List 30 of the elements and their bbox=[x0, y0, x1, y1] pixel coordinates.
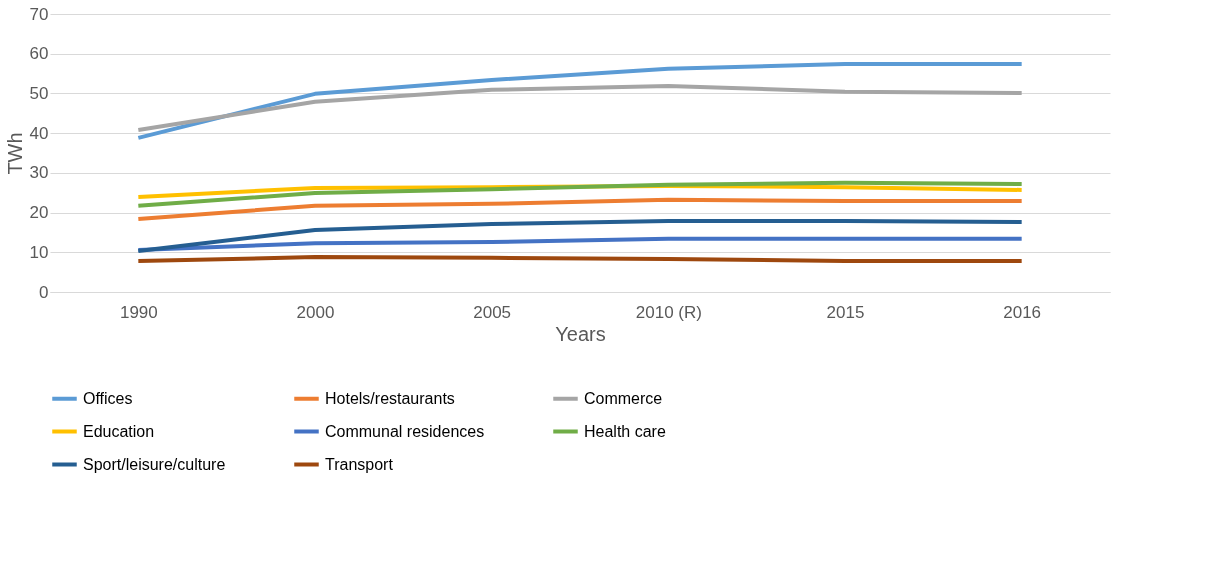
line-series bbox=[136, 180, 1024, 208]
line-series bbox=[136, 62, 1024, 140]
x-tick-label: 2010 (R) bbox=[635, 302, 702, 322]
line-series bbox=[136, 218, 1024, 254]
legend-label: Communal residences bbox=[325, 422, 485, 440]
y-tick-label: 0 bbox=[39, 282, 49, 302]
y-tick-label: 20 bbox=[29, 203, 49, 223]
y-tick-label: 30 bbox=[29, 163, 49, 183]
x-tick-label: 2016 bbox=[1003, 302, 1042, 322]
legend-label: Hotels/restaurants bbox=[325, 389, 455, 407]
x-tick-label: 2005 bbox=[473, 302, 512, 322]
legend-label: Offices bbox=[83, 389, 133, 407]
y-axis-title: TWh bbox=[3, 132, 26, 175]
y-tick-label: 40 bbox=[29, 123, 49, 143]
x-tick-label: 1990 bbox=[119, 302, 158, 322]
y-tick-label: 50 bbox=[29, 83, 49, 103]
x-axis-title: Years bbox=[555, 322, 606, 345]
x-tick-label: 2015 bbox=[826, 302, 865, 322]
y-tick-label: 10 bbox=[29, 242, 49, 262]
legend-label: Health care bbox=[584, 422, 666, 440]
legend-label: Commerce bbox=[584, 389, 663, 407]
line-series bbox=[136, 197, 1024, 221]
line-series bbox=[136, 236, 1024, 252]
y-tick-label: 70 bbox=[29, 4, 49, 24]
y-tick-label: 60 bbox=[29, 44, 49, 64]
legend-label: Sport/leisure/culture bbox=[83, 455, 226, 473]
line-series bbox=[136, 83, 1024, 132]
legend-label: Education bbox=[83, 422, 155, 440]
x-tick-label: 2000 bbox=[296, 302, 335, 322]
legend-label: Transport bbox=[325, 455, 394, 473]
